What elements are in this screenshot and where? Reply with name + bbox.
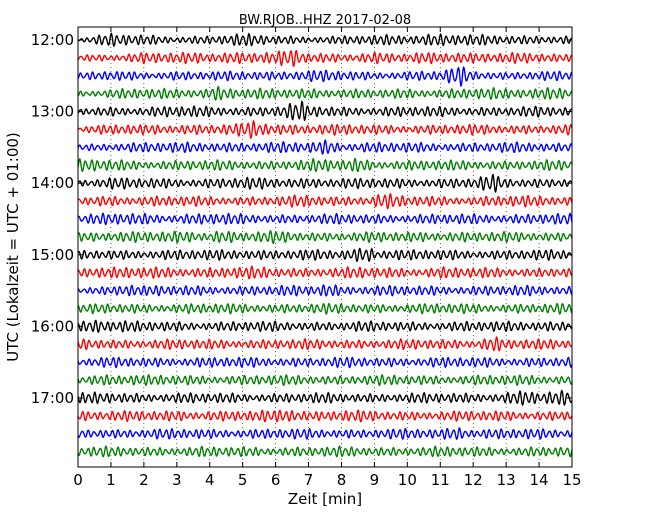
y-axis-label: UTC (Lokalzeit = UTC + 01:00) (4, 132, 22, 362)
trace-line (77, 157, 573, 173)
trace-line (77, 247, 573, 263)
trace-line (77, 445, 573, 458)
trace-lines (77, 32, 573, 458)
y-tick-label: 15:00 (31, 246, 74, 264)
trace-line (77, 32, 573, 48)
x-tick-label: 3 (172, 471, 182, 489)
trace-line (77, 265, 573, 280)
x-tick-label: 5 (238, 471, 248, 489)
chart-title: BW.RJOB..HHZ 2017-02-08 (239, 13, 411, 28)
x-tick-label: 9 (370, 471, 380, 489)
y-tick-label: 16:00 (31, 317, 74, 335)
trace-line (77, 389, 573, 407)
x-tick-label: 1 (106, 471, 116, 489)
y-axis-ticks: 12:00 13:00 14:00 15:00 16:00 17:00 (31, 31, 572, 407)
trace-line (77, 284, 573, 297)
x-tick-label: 2 (139, 471, 149, 489)
x-tick-label: 0 (73, 471, 83, 489)
trace-line (77, 66, 573, 88)
y-tick-label: 14:00 (31, 174, 74, 192)
x-tick-label: 10 (398, 471, 417, 489)
x-tick-label: 4 (205, 471, 215, 489)
y-tick-label: 13:00 (31, 103, 74, 121)
y-tick-label: 17:00 (31, 389, 74, 407)
trace-line (77, 409, 573, 423)
x-tick-label: 6 (271, 471, 281, 489)
x-tick-label: 8 (337, 471, 347, 489)
x-tick-label: 11 (431, 471, 450, 489)
trace-line (77, 374, 573, 387)
trace-line (77, 426, 573, 441)
y-tick-label: 12:00 (31, 31, 74, 49)
trace-line (77, 230, 573, 245)
trace-line (77, 319, 573, 334)
trace-line (77, 100, 573, 122)
trace-line (77, 173, 573, 194)
trace-line (77, 49, 573, 68)
x-tick-label: 7 (304, 471, 314, 489)
x-tick-label: 13 (497, 471, 516, 489)
trace-line (77, 85, 573, 102)
x-axis-ticks: 0 1 2 3 4 5 6 7 8 9 10 11 12 13 14 15 (73, 27, 582, 489)
plot-frame (77, 26, 573, 468)
x-tick-label: 14 (530, 471, 549, 489)
trace-line (77, 139, 573, 155)
x-tick-label: 12 (464, 471, 483, 489)
trace-line (77, 335, 573, 352)
trace-line (77, 356, 573, 369)
trace-line (77, 119, 573, 140)
trace-line (77, 302, 573, 316)
trace-line (77, 212, 573, 226)
trace-line (77, 193, 573, 210)
x-axis-label: Zeit [min] (288, 490, 362, 508)
x-tick-label: 15 (562, 471, 581, 489)
